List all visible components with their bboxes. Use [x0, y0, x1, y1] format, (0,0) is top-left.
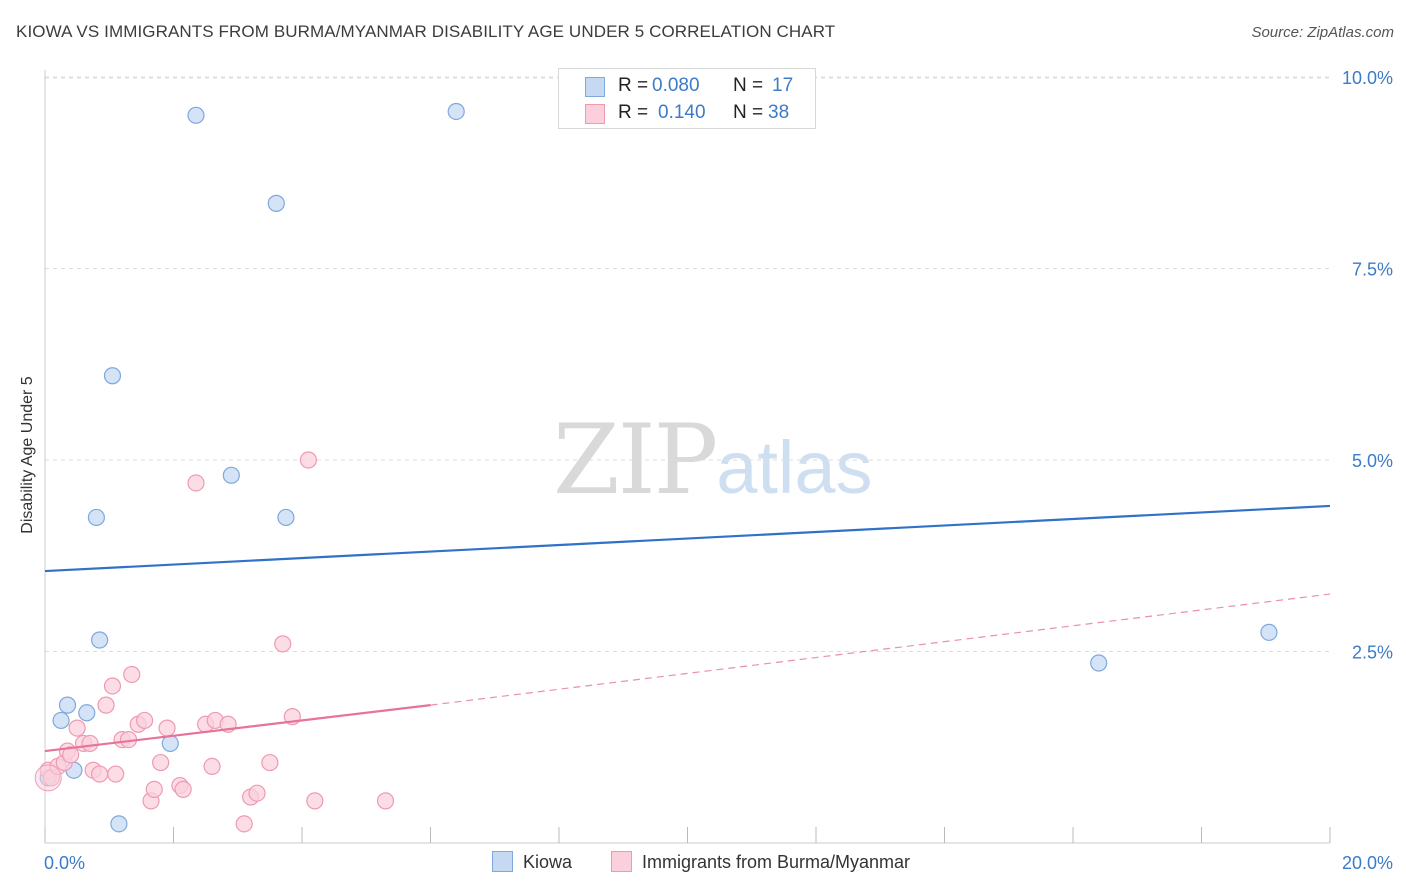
kiowa-point [1260, 623, 1278, 641]
burma-point [107, 765, 125, 783]
legend-item-burma: Immigrants from Burma/Myanmar [611, 851, 910, 873]
y-tick-label: 7.5% [1352, 260, 1393, 280]
burma-trend-extension [430, 593, 1331, 706]
legend-item-kiowa: Kiowa [492, 851, 572, 873]
watermark: ZIPatlas [553, 404, 873, 516]
x-tick-label-max: 20.0% [1342, 853, 1393, 873]
burma-point [81, 734, 99, 753]
burma-point [123, 665, 141, 684]
y-tick-label: 2.5% [1352, 643, 1393, 663]
burma-point [158, 719, 176, 737]
kiowa-point [110, 815, 128, 833]
x-tick-label-min: 0.0% [44, 853, 85, 873]
kiowa-point [187, 106, 205, 124]
source-credit: Source: ZipAtlas.com [1251, 24, 1394, 41]
burma-point [274, 635, 292, 653]
chart-title: KIOWA VS IMMIGRANTS FROM BURMA/MYANMAR D… [16, 22, 836, 41]
y-axis-label: Disability Age Under 5 [19, 376, 36, 534]
burma-point [376, 792, 395, 810]
series-legend: Kiowa Immigrants from Burma/Myanmar [0, 851, 1406, 877]
kiowa-point [91, 631, 109, 649]
legend-label-burma: Immigrants from Burma/Myanmar [642, 852, 911, 872]
burma-point [145, 780, 163, 798]
kiowa-point [58, 696, 77, 714]
legend-label-kiowa: Kiowa [523, 852, 573, 872]
kiowa-r-label: R = [618, 75, 649, 96]
kiowa-point [1090, 654, 1108, 672]
burma-point [306, 792, 324, 810]
watermark-atlas: atlas [716, 426, 873, 509]
kiowa-point [267, 194, 285, 212]
burma-point [135, 711, 154, 730]
kiowa-r-value: 0.080 [652, 75, 700, 96]
burma-legend-swatch [611, 851, 632, 872]
kiowa-point [103, 367, 122, 385]
kiowa-point [52, 711, 70, 730]
burma-point [34, 764, 62, 792]
burma-swatch [585, 104, 605, 124]
y-tick-label: 5.0% [1352, 451, 1393, 471]
kiowa-point [87, 508, 106, 527]
burma-point [261, 753, 279, 772]
burma-point [299, 451, 318, 469]
burma-point [187, 474, 205, 492]
burma-point [91, 765, 109, 783]
burma-point [68, 719, 86, 737]
kiowa-swatch [585, 77, 605, 97]
y-tick-label: 10.0% [1342, 68, 1393, 88]
burma-point [248, 784, 266, 802]
kiowa-point [78, 704, 96, 722]
burma-trend-line [44, 704, 431, 753]
kiowa-point [447, 102, 465, 121]
kiowa-point [277, 508, 295, 527]
burma-point [97, 696, 115, 714]
watermark-zip: ZIP [553, 404, 718, 516]
kiowa-n-label: N = [733, 75, 764, 96]
burma-point [152, 753, 170, 772]
burma-point [235, 815, 253, 833]
burma-n-value: 38 [768, 102, 790, 123]
burma-r-value: 0.140 [658, 102, 706, 123]
burma-point [103, 677, 122, 695]
stats-legend: R = 0.080 N = 17 R = 0.140 N = 38 [558, 68, 816, 129]
kiowa-point [222, 466, 240, 484]
burma-r-label: R = [618, 102, 649, 123]
kiowa-legend-swatch [492, 851, 513, 872]
kiowa-n-value: 17 [772, 75, 794, 96]
kiowa-trend-line [44, 504, 1331, 573]
burma-point [203, 757, 221, 776]
burma-point [174, 780, 192, 798]
burma-n-label: N = [733, 102, 764, 123]
